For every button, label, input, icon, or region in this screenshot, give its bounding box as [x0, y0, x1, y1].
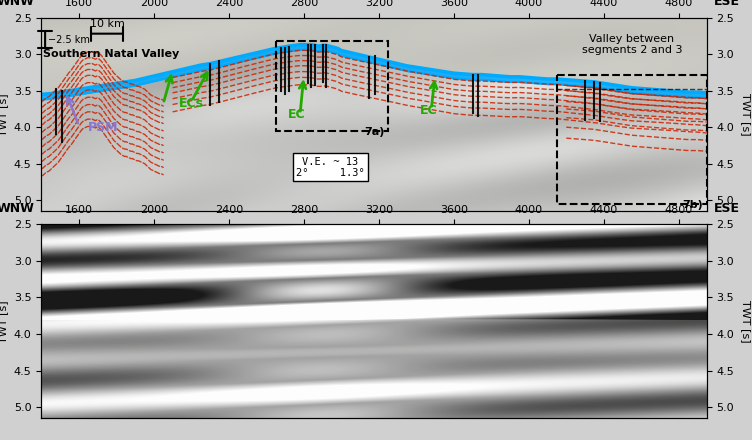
Text: Valley between
segments 2 and 3: Valley between segments 2 and 3 — [581, 34, 682, 55]
Text: PSM: PSM — [88, 121, 119, 134]
Text: Southern Natal Valley: Southern Natal Valley — [43, 49, 180, 59]
Text: EC: EC — [287, 108, 305, 121]
Bar — [557, 75, 707, 204]
Text: 7a): 7a) — [364, 127, 384, 137]
Bar — [276, 41, 388, 131]
Y-axis label: TWT [s]: TWT [s] — [0, 300, 8, 342]
Text: ESE: ESE — [714, 202, 739, 215]
Text: V.E. ~ 13
2°     1.3°: V.E. ~ 13 2° 1.3° — [296, 157, 365, 178]
Y-axis label: TWT [s]: TWT [s] — [741, 300, 751, 342]
Text: ECs: ECs — [179, 97, 204, 110]
Text: WNW: WNW — [0, 202, 35, 215]
Y-axis label: TWT [s]: TWT [s] — [741, 93, 751, 136]
Text: 7b): 7b) — [682, 200, 703, 210]
Text: 10 km: 10 km — [89, 18, 124, 29]
Y-axis label: TWT [s]: TWT [s] — [0, 93, 8, 136]
Text: EC: EC — [420, 104, 438, 117]
Text: −2.5 km: −2.5 km — [48, 34, 89, 44]
Text: WNW: WNW — [0, 0, 35, 8]
Text: ESE: ESE — [714, 0, 739, 8]
